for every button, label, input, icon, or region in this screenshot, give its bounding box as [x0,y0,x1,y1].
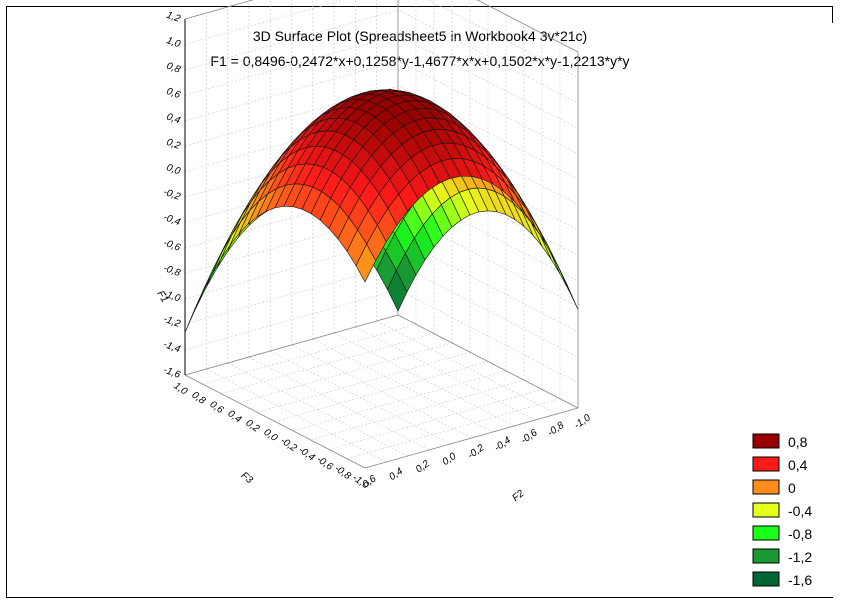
y-tick-label: -0,2 [278,435,299,454]
floor-gridline [328,389,543,450]
y-tick-label: -0,8 [332,463,353,482]
x-tick-label: 0,4 [387,466,405,483]
x-tick-label: -0,6 [519,427,540,446]
legend: 0,8 0,4 0 -0,4 -0,8 -1,2 -1,6 [752,433,812,588]
floor-gridline [206,368,387,463]
y-axis-label: F3 [239,470,255,486]
floor-gridline [202,324,417,385]
wall-gridline [184,0,579,53]
chart-frame [6,6,833,598]
surface-cell [355,243,376,283]
floor-gridline [292,370,507,432]
box-edge [397,314,579,409]
axis-ticks: 1,21,00,80,60,40,20,0-0,2-0,4-0,6-0,8-1,… [154,10,593,504]
legend-label: 0 [788,480,796,496]
floor-gridline [220,333,435,394]
floor-gridline [256,351,471,413]
floor-gridline [312,338,493,433]
y-tick-label: -0,6 [314,454,335,473]
box-edge [184,0,254,20]
legend-swatch [752,479,780,495]
chart-subtitle: F1 = 0,8496-0,2472*x+0,1258*y-1,4677*x*x… [210,53,629,69]
legend-swatch [752,502,780,518]
legend-swatch [752,571,780,587]
y-tick-label: -0,4 [296,445,317,464]
box-edge [184,374,366,469]
z-tick-label: 1,2 [165,10,182,25]
surface-cell [531,222,552,260]
legend-swatch [752,433,780,449]
y-tick-label: 0,0 [262,427,280,444]
legend-swatch [752,548,780,564]
wall-gridline [184,0,579,78]
surface-mesh [184,89,579,333]
z-tick-label: -0,4 [162,212,182,228]
floor-gridline [346,398,561,459]
floor-gridline [291,344,472,439]
wall-gridline [184,289,579,383]
z-tick-label: 0,6 [165,86,182,101]
chart-title: 3D Surface Plot (Spreadsheet5 in Workboo… [253,28,587,44]
z-tick-label: 1,0 [165,35,182,50]
y-tick-label: 0,4 [226,408,244,425]
z-tick-label: -1,6 [162,365,182,381]
floor-gridline [333,332,515,427]
z-tick-label: -0,8 [162,263,182,279]
x-tick-label: -1,0 [572,412,593,431]
legend-swatch [752,525,780,541]
z-tick-label: 0,0 [165,162,182,177]
legend-label: 0,8 [788,434,808,450]
z-tick-label: -0,6 [162,237,182,253]
legend-label: -1,6 [788,572,812,588]
z-tick-label: 0,4 [165,111,182,126]
y-tick-label: 0,8 [190,390,208,407]
floor-gridline [355,326,536,421]
z-tick-label: -1,4 [162,339,182,355]
x-axis-label: F2 [510,488,526,504]
y-tick-label: 0,6 [208,399,226,416]
floor-gridline [376,320,557,415]
legend-label: -0,8 [788,526,812,542]
y-tick-label: 0,2 [244,418,262,435]
floor-gridline [310,379,525,441]
wall-gridline [184,314,579,409]
floor-gridline [238,342,453,404]
legend-swatch [752,456,780,472]
box-edge [476,0,579,53]
box-edge [364,407,579,469]
legend-label: -0,4 [788,503,812,519]
z-axis-label: F1 [154,289,169,305]
z-tick-label: -0,2 [162,187,182,203]
frame-edge [832,6,833,23]
box-edge [184,314,399,376]
x-tick-label: 0,0 [441,451,459,468]
x-tick-label: 0,2 [414,458,432,475]
y-tick-label: 1,0 [172,380,190,397]
x-tick-label: -0,8 [546,420,567,439]
surface-cell [220,221,241,259]
x-tick-label: -0,4 [492,435,513,454]
z-tick-label: 0,2 [165,137,182,152]
floor-gridline [274,361,489,422]
z-tick-label: 0,8 [165,61,182,76]
floor-gridline [248,356,430,451]
legend-label: 0,4 [788,457,808,473]
legend-label: -1,2 [788,549,812,565]
x-tick-label: -0,2 [466,442,487,461]
z-tick-label: -1,2 [162,314,182,330]
